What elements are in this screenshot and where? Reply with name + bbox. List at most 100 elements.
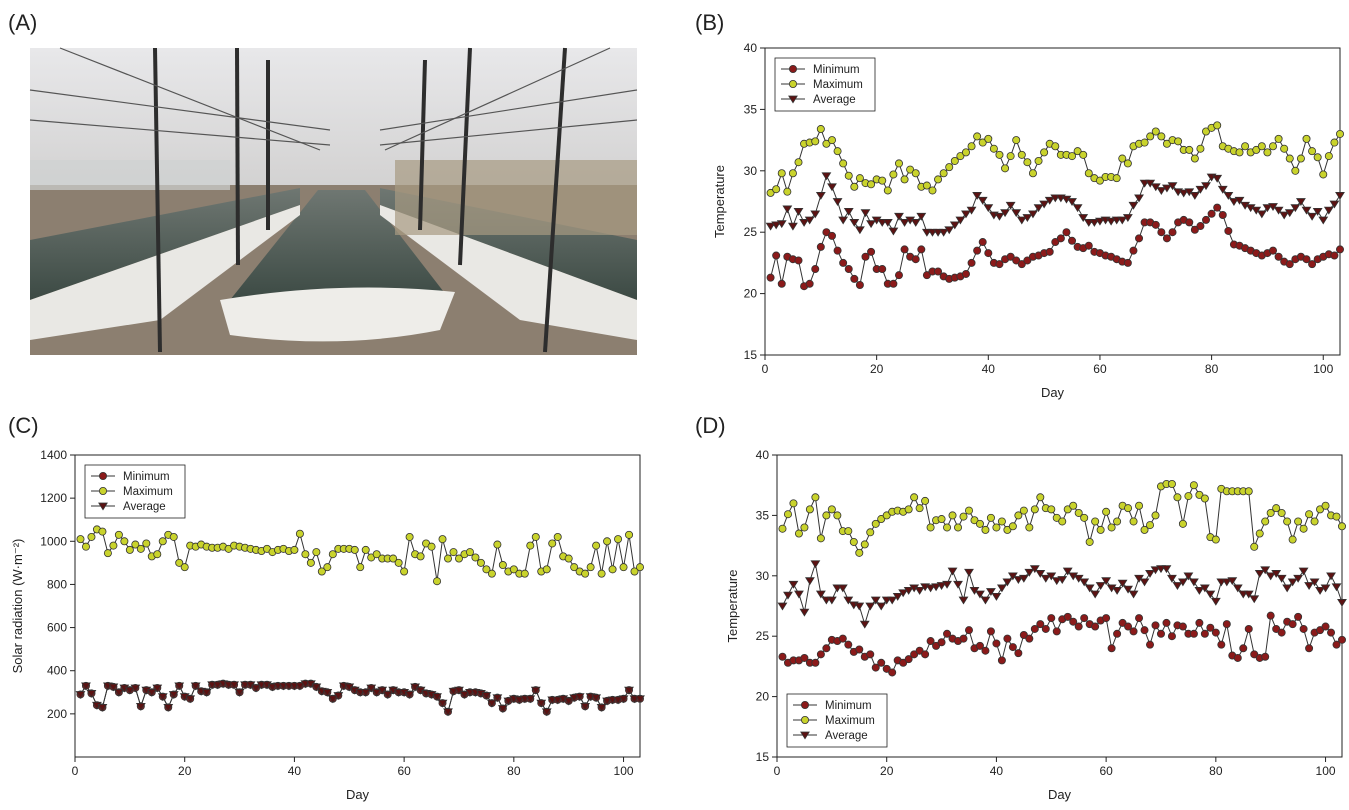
marker [1240,645,1247,652]
legend-marker [789,65,796,72]
legend-label: Average [825,730,868,742]
panel-label: (D) [695,413,726,438]
marker [1333,513,1340,520]
marker [985,135,992,142]
marker [828,137,835,144]
marker [1311,518,1318,525]
chart: (B)152025303540020406080100DayTemperatur… [695,10,1344,400]
marker [1135,502,1142,509]
marker [1129,202,1137,209]
marker [1280,212,1288,219]
marker [801,524,808,531]
marker [968,259,975,266]
marker [614,536,621,543]
marker [889,669,896,676]
marker [889,228,897,235]
marker [110,542,117,549]
marker [620,564,627,571]
marker [965,569,973,576]
marker [990,145,997,152]
marker [839,635,846,642]
marker [823,645,830,652]
legend-marker [99,487,106,494]
x-tick-label: 80 [1209,764,1223,778]
marker [998,518,1005,525]
marker [938,639,945,646]
marker [1297,155,1304,162]
marker [1336,130,1343,137]
marker [993,524,1000,531]
marker [1179,520,1186,527]
marker [946,164,953,171]
marker [1009,523,1016,530]
marker [1197,145,1204,152]
marker [1086,538,1093,545]
marker [1186,146,1193,153]
marker [1031,506,1038,513]
marker [789,581,797,588]
marker [855,603,863,610]
marker [1256,570,1264,577]
marker [1286,155,1293,162]
marker [159,538,166,545]
marker [916,505,923,512]
marker [417,553,424,560]
legend-marker [801,716,808,723]
x-tick-label: 60 [1099,764,1113,778]
marker [1322,623,1329,630]
marker [817,535,824,542]
marker [1157,630,1164,637]
marker [1091,591,1099,598]
marker [1213,175,1221,182]
legend-label: Minimum [813,64,860,76]
marker [1245,488,1252,495]
marker [1163,235,1170,242]
marker [861,541,868,548]
marker [609,566,616,573]
marker [1113,175,1120,182]
marker [861,210,869,217]
marker [1190,482,1197,489]
marker [1103,508,1110,515]
x-tick-label: 80 [1205,362,1219,376]
marker [1053,628,1060,635]
marker [905,506,912,513]
y-tick-label: 600 [47,621,67,635]
marker [960,513,967,520]
marker [1241,143,1248,150]
marker [636,564,643,571]
marker [77,536,84,543]
x-tick-label: 100 [1316,764,1336,778]
marker [778,603,786,610]
marker [812,138,819,145]
marker [812,494,819,501]
marker [959,597,967,604]
marker [357,564,364,571]
marker [494,541,501,548]
marker [922,497,929,504]
marker [1020,507,1027,514]
legend-label: Minimum [123,471,170,483]
marker [582,570,589,577]
marker [1146,641,1153,648]
marker [940,170,947,177]
marker [587,564,594,571]
marker [915,587,923,594]
marker [1212,536,1219,543]
marker [900,219,908,226]
marker [302,551,309,558]
marker [784,511,791,518]
marker [811,561,819,568]
marker [794,208,802,215]
marker [1325,152,1332,159]
marker [1236,149,1243,156]
marker [1295,518,1302,525]
marker [1289,536,1296,543]
marker [1191,155,1198,162]
marker [1295,613,1302,620]
marker [121,538,128,545]
marker [996,151,1003,158]
marker [549,540,556,547]
marker [477,559,484,566]
x-tick-label: 0 [774,764,781,778]
